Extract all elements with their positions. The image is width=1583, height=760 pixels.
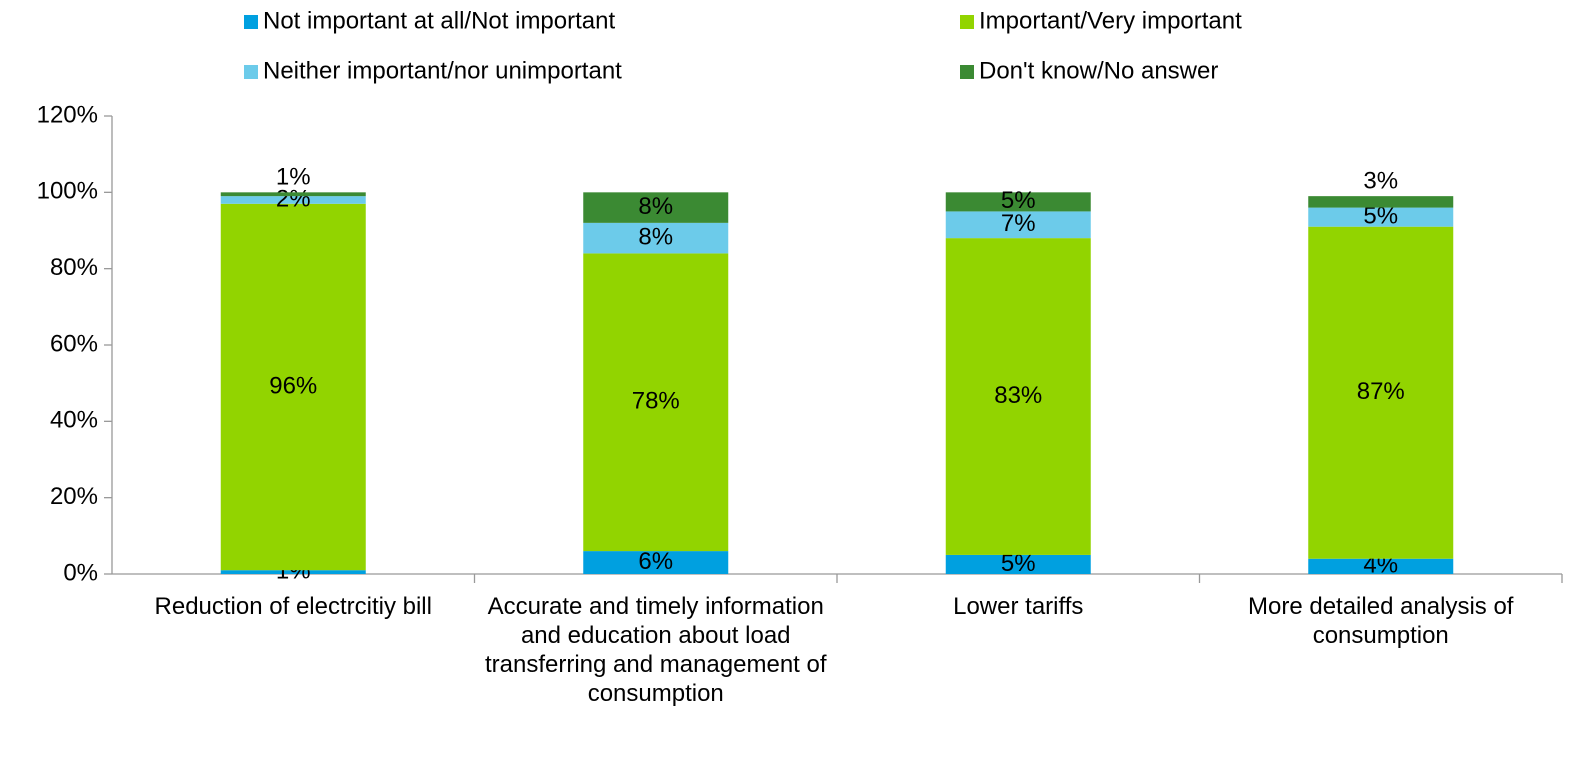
- bar-segment: [1308, 558, 1454, 574]
- value-label: 8%: [638, 223, 673, 250]
- x-tick-label: Accurate and timely information and educa…: [485, 593, 827, 707]
- x-tick-label: Reduction of electrcitiy bill: [155, 593, 432, 620]
- bar-segment: [1308, 226, 1454, 559]
- y-tick-label: 60%: [50, 330, 98, 357]
- y-tick-label: 0%: [63, 559, 98, 586]
- y-tick-label: 80%: [50, 254, 98, 281]
- legend-swatch: [960, 15, 974, 29]
- legend-swatch: [244, 65, 258, 79]
- y-tick-label: 120%: [37, 101, 98, 128]
- x-tick-label: More detailed analysis of consumption: [1248, 593, 1514, 649]
- bar-segment: [220, 570, 366, 574]
- y-tick-label: 20%: [50, 483, 98, 510]
- bar-segment: [945, 211, 1091, 239]
- value-label: 87%: [1357, 378, 1405, 405]
- value-label: 7%: [1001, 210, 1036, 237]
- bar-segment: [945, 554, 1091, 574]
- bar-segment: [220, 203, 366, 571]
- bar-segment: [220, 196, 366, 204]
- legend-label: Don't know/No answer: [979, 57, 1218, 84]
- bar-segment: [583, 222, 729, 254]
- y-tick-label: 40%: [50, 407, 98, 434]
- bar-segment: [945, 192, 1091, 212]
- x-tick-label: Lower tariffs: [953, 593, 1083, 620]
- legend-label: Not important at all/Not important: [263, 7, 615, 34]
- bar-segment: [583, 253, 729, 552]
- bar-segment: [945, 238, 1091, 555]
- bar-segment: [583, 551, 729, 574]
- legend-swatch: [960, 65, 974, 79]
- value-label: 5%: [1001, 187, 1036, 214]
- value-label: 3%: [1363, 167, 1398, 194]
- value-label: 1%: [276, 164, 311, 191]
- legend-label: Important/Very important: [979, 7, 1242, 34]
- value-label: 96%: [269, 372, 317, 399]
- value-label: 2%: [276, 185, 311, 212]
- bar-segment: [220, 192, 366, 197]
- value-label: 8%: [638, 193, 673, 220]
- value-label: 6%: [638, 548, 673, 575]
- legend-label: Neither important/nor unimportant: [263, 57, 622, 84]
- bar-segment: [1308, 207, 1454, 227]
- value-label: 83%: [994, 382, 1042, 409]
- legend-swatch: [244, 15, 258, 29]
- bar-segment: [1308, 196, 1454, 208]
- bar-segment: [583, 192, 729, 223]
- y-tick-label: 100%: [37, 178, 98, 205]
- value-label: 78%: [632, 388, 680, 415]
